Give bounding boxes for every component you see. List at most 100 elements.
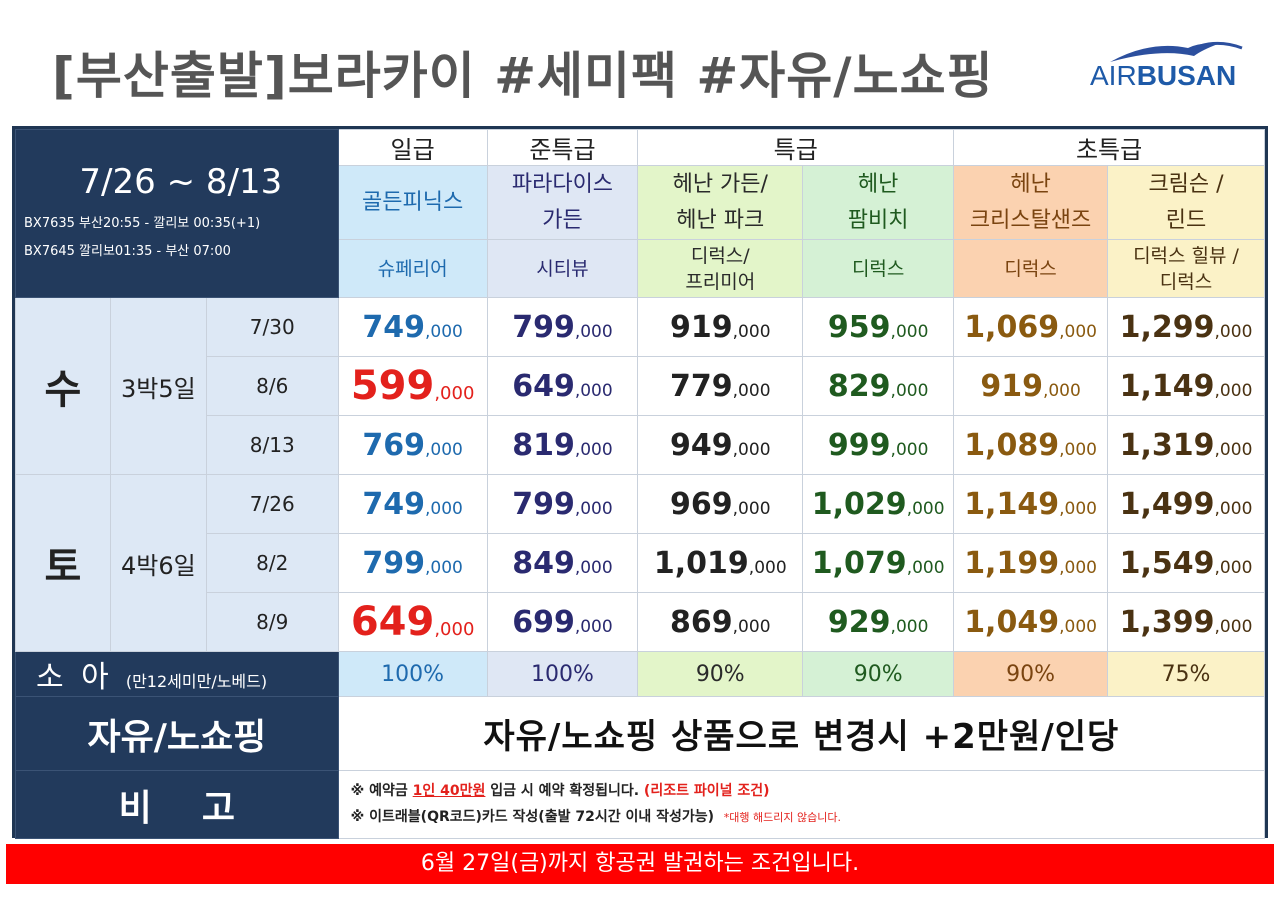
- departure-day: 수: [15, 297, 111, 475]
- remark-deposit: ※ 예약금 1인 40만원 입금 시 예약 확정됩니다. (리조트 파이널 조건…: [351, 778, 1264, 804]
- price-suffix: ,000: [906, 498, 945, 519]
- price-cell: 1,549,000: [1107, 533, 1265, 593]
- departure-date: 8/13: [205, 415, 339, 475]
- hotel-name: 헤난: [1010, 171, 1051, 197]
- price-suffix: ,000: [890, 380, 929, 401]
- hotel-name: 크림슨 /: [1148, 171, 1224, 197]
- room-type: 슈페리어: [377, 257, 448, 280]
- price-value: 849: [512, 545, 575, 581]
- price-cell: 829,000: [802, 356, 955, 416]
- room-type-2: 디럭스: [1159, 270, 1213, 293]
- price-value: 919: [670, 309, 733, 345]
- price-suffix: ,000: [1059, 557, 1097, 578]
- departure-date: 8/9: [205, 592, 339, 652]
- price-value: 1,089: [964, 427, 1060, 463]
- remark-deposit-amount: 1인 40만원: [412, 783, 486, 799]
- hotel-name-2: 린드: [1165, 207, 1207, 233]
- remarks-notes: ※ 예약금 1인 40만원 입금 시 예약 확정됩니다. (리조트 파이널 조건…: [337, 770, 1266, 839]
- price-table-frame: 7/26 ~ 8/13 BX7635 부산20:55 - 깔리보 00:35(+…: [12, 126, 1268, 839]
- price-suffix: ,000: [732, 321, 771, 342]
- tier-1-label: 일급: [337, 129, 488, 166]
- price-suffix: ,000: [1214, 557, 1253, 578]
- hotel-name-2: 헤난 파크: [676, 207, 765, 233]
- hotel-cell: 크림슨 / 린드: [1107, 165, 1265, 240]
- price-value: 1,199: [964, 545, 1060, 581]
- remark-text: ※ 이트래블(QR코드)카드 작성(출발 72시간 이내 작성가능): [350, 809, 724, 825]
- price-cell: 969,000: [637, 474, 804, 534]
- price-value: 599: [350, 363, 435, 409]
- price-cell: 769,000: [337, 415, 488, 475]
- hotel-cell: 파라다이스 가든: [486, 165, 639, 240]
- price-cell: 1,499,000: [1107, 474, 1265, 534]
- price-cell: 699,000: [486, 592, 639, 652]
- price-value: 919: [980, 368, 1043, 404]
- price-suffix: ,000: [1059, 498, 1097, 519]
- price-value: 819: [512, 427, 575, 463]
- price-cell: 999,000: [802, 415, 955, 475]
- remark-no-proxy: *대행 해드리지 않습니다.: [723, 811, 841, 824]
- price-cell: 799,000: [486, 297, 639, 357]
- price-value: 799: [512, 309, 575, 345]
- price-cell: 799,000: [486, 474, 639, 534]
- price-value: 649: [512, 368, 575, 404]
- logo-busan-text: BUSAN: [1136, 60, 1237, 91]
- price-cell: 959,000: [802, 297, 955, 357]
- price-cell: 779,000: [637, 356, 804, 416]
- price-suffix: ,000: [732, 380, 771, 401]
- price-cell: 1,019,000: [637, 533, 804, 593]
- price-value: 699: [512, 604, 575, 640]
- price-suffix: ,000: [1214, 498, 1253, 519]
- price-suffix: ,000: [434, 383, 475, 404]
- price-cell: 949,000: [637, 415, 804, 475]
- child-rate: 100%: [337, 651, 488, 697]
- price-value: 969: [670, 486, 733, 522]
- tier-3-label: 특급: [637, 129, 955, 166]
- hotel-cell: 헤난 크리스탈샌즈: [953, 165, 1109, 240]
- price-cell-highlight: 649,000: [337, 592, 488, 652]
- room-cell: 디럭스: [953, 239, 1109, 298]
- departure-date: 7/26: [205, 474, 339, 534]
- room-type: 디럭스: [1004, 257, 1057, 280]
- price-suffix: ,000: [890, 439, 929, 460]
- hotel-name: 헤난: [857, 171, 899, 197]
- price-value: 1,019: [653, 545, 749, 581]
- free-option-notice: 자유/노쇼핑 상품으로 변경시 +2만원/인당: [337, 696, 1266, 771]
- price-cell: 1,079,000: [802, 533, 955, 593]
- room-cell: 시티뷰: [486, 239, 639, 298]
- child-label: 소 아: [36, 660, 113, 695]
- room-type: 시티뷰: [536, 257, 589, 280]
- hotel-name: 골든피닉스: [362, 189, 464, 215]
- price-suffix: ,000: [574, 616, 613, 637]
- air-busan-logo: AIRBUSAN: [1090, 38, 1250, 98]
- price-suffix: ,000: [748, 557, 787, 578]
- price-cell: 1,089,000: [953, 415, 1109, 475]
- price-value: 769: [362, 427, 425, 463]
- price-cell: 1,029,000: [802, 474, 955, 534]
- child-rate: 100%: [486, 651, 639, 697]
- price-value: 1,049: [964, 604, 1060, 640]
- price-value: 929: [827, 604, 891, 640]
- price-suffix: ,000: [906, 557, 945, 578]
- flight-outbound: BX7635 부산20:55 - 깔리보 00:35(+1): [24, 215, 261, 231]
- price-value: 1,149: [1119, 368, 1215, 404]
- child-rate: 75%: [1107, 651, 1265, 697]
- free-option-label: 자유/노쇼핑: [15, 696, 339, 771]
- remark-text: ※ 예약금: [350, 783, 413, 799]
- price-cell: 1,199,000: [953, 533, 1109, 593]
- price-suffix: ,000: [434, 619, 475, 640]
- price-value: 1,299: [1119, 309, 1215, 345]
- price-value: 1,149: [964, 486, 1060, 522]
- price-suffix: ,000: [1059, 321, 1097, 342]
- departure-date: 7/30: [205, 297, 339, 357]
- departure-date: 8/6: [205, 356, 339, 416]
- hotel-cell: 골든피닉스: [337, 165, 488, 240]
- remarks-label: 비 고: [15, 770, 339, 839]
- price-suffix: ,000: [732, 616, 771, 637]
- price-value: 799: [362, 545, 425, 581]
- room-type: 디럭스/: [690, 244, 750, 267]
- price-value: 749: [362, 309, 425, 345]
- room-type: 디럭스 힐뷰 /: [1133, 244, 1239, 267]
- hotel-name-2: 팜비치: [847, 207, 909, 233]
- price-cell: 1,319,000: [1107, 415, 1265, 475]
